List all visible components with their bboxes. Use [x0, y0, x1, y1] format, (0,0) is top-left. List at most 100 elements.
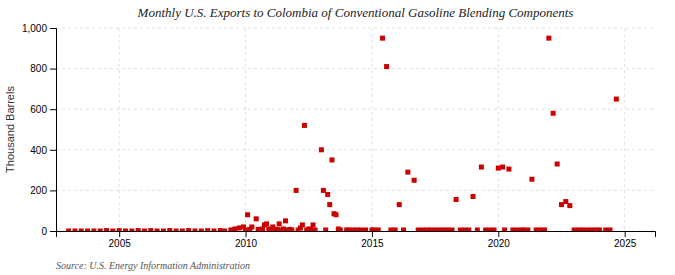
tick-mark [50, 69, 56, 70]
point [445, 227, 450, 231]
point [350, 227, 355, 231]
grid-line [119, 28, 120, 231]
tick-label: 200 [30, 185, 47, 196]
point [110, 229, 115, 232]
point [441, 227, 446, 231]
point [205, 228, 210, 231]
axis-line [50, 29, 57, 232]
grid-line [56, 149, 655, 150]
tick-label: 400 [30, 145, 47, 156]
tick: 200 [30, 185, 56, 196]
point [155, 229, 160, 232]
point [123, 229, 128, 232]
tick-label: 1,000 [22, 23, 47, 34]
point [104, 228, 109, 231]
point [79, 229, 84, 232]
tick: 0 [41, 226, 56, 237]
point [580, 227, 585, 231]
point [479, 165, 484, 170]
point [237, 225, 242, 230]
point [433, 227, 438, 231]
point [593, 227, 598, 231]
point [311, 222, 316, 227]
tick: 2010 [235, 231, 258, 249]
point [510, 227, 515, 231]
tick-mark [498, 231, 499, 237]
tick-label: 2020 [488, 238, 511, 249]
point [275, 227, 280, 231]
point [483, 227, 488, 231]
grid-line [56, 190, 655, 191]
point [529, 177, 534, 182]
point [584, 227, 589, 231]
tick-mark [50, 28, 56, 29]
point [471, 194, 476, 199]
tick-label: 2005 [109, 238, 132, 249]
point [338, 227, 343, 231]
grid-line [56, 109, 655, 110]
point [325, 192, 330, 197]
point [521, 227, 526, 231]
point [136, 228, 141, 231]
point [608, 227, 613, 231]
grid-line [624, 28, 625, 231]
tick-mark [625, 231, 626, 237]
point [371, 227, 376, 231]
point [85, 229, 90, 232]
point [232, 226, 237, 231]
point [412, 178, 417, 183]
point [72, 229, 77, 232]
point [458, 227, 463, 231]
point [222, 229, 227, 232]
point [334, 212, 339, 217]
tick-mark [119, 231, 120, 237]
point [515, 227, 520, 231]
point [327, 202, 332, 207]
point [450, 227, 455, 231]
source: Source: U.S. Energy Information Administ… [56, 260, 250, 271]
points [66, 36, 619, 231]
tick-mark [50, 231, 56, 232]
point [502, 227, 507, 231]
point [416, 227, 421, 231]
point [302, 123, 307, 128]
point [393, 227, 398, 231]
tick-label: 800 [30, 63, 47, 74]
point [551, 111, 556, 116]
point [264, 221, 269, 226]
point [597, 227, 602, 231]
y-axis-label: Thousand Barrels [4, 86, 16, 173]
point [321, 188, 326, 193]
point [91, 229, 96, 232]
point [249, 224, 254, 229]
tick: 600 [30, 104, 56, 115]
point [193, 229, 198, 232]
point [129, 229, 134, 232]
tick-label: 600 [30, 104, 47, 115]
tick: 400 [30, 145, 56, 156]
point [428, 227, 433, 231]
point [506, 167, 511, 172]
point [323, 227, 328, 231]
point [346, 227, 351, 231]
grid-line [56, 68, 655, 69]
point [319, 147, 324, 152]
tick: 2015 [361, 231, 384, 249]
point [281, 226, 286, 231]
point [243, 227, 248, 231]
point [559, 202, 564, 207]
point [148, 228, 153, 231]
grid-line [371, 28, 372, 231]
tick-label: 2025 [614, 238, 637, 249]
tick: 1,000 [22, 23, 56, 34]
point [283, 218, 288, 223]
tick-mark [50, 150, 56, 151]
point [542, 227, 547, 231]
tick-label: 2015 [361, 238, 384, 249]
tick-mark [372, 231, 373, 237]
grid-line [498, 28, 499, 231]
point [174, 229, 179, 232]
point [300, 222, 305, 227]
point [496, 166, 501, 171]
point [254, 216, 259, 221]
